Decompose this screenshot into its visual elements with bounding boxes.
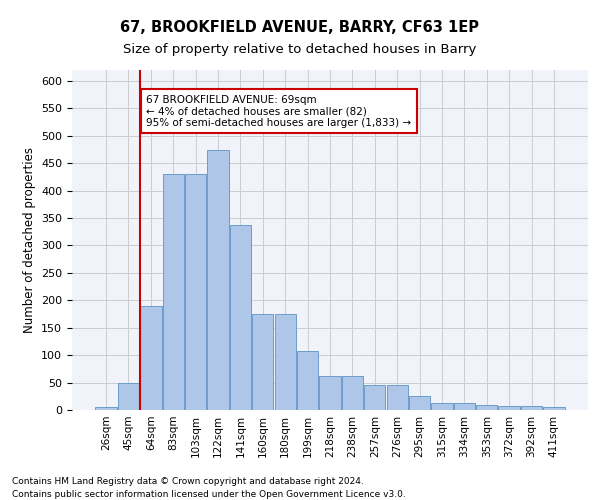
Bar <box>386 386 408 410</box>
Text: Contains HM Land Registry data © Crown copyright and database right 2024.: Contains HM Land Registry data © Crown c… <box>12 478 364 486</box>
Bar <box>230 224 251 410</box>
Bar <box>543 408 565 410</box>
Text: 67 BROOKFIELD AVENUE: 69sqm
← 4% of detached houses are smaller (82)
95% of semi: 67 BROOKFIELD AVENUE: 69sqm ← 4% of deta… <box>146 94 412 128</box>
Text: Size of property relative to detached houses in Barry: Size of property relative to detached ho… <box>124 42 476 56</box>
Bar <box>476 405 497 410</box>
Bar <box>499 406 520 410</box>
Y-axis label: Number of detached properties: Number of detached properties <box>23 147 35 333</box>
Text: 67, BROOKFIELD AVENUE, BARRY, CF63 1EP: 67, BROOKFIELD AVENUE, BARRY, CF63 1EP <box>121 20 479 35</box>
Bar <box>319 376 341 410</box>
Bar <box>118 382 139 410</box>
Bar <box>140 306 161 410</box>
Bar <box>297 352 318 410</box>
Bar <box>521 406 542 410</box>
Bar <box>163 174 184 410</box>
Text: Contains public sector information licensed under the Open Government Licence v3: Contains public sector information licen… <box>12 490 406 499</box>
Bar <box>275 314 296 410</box>
Bar <box>252 314 274 410</box>
Bar <box>208 150 229 410</box>
Bar <box>342 376 363 410</box>
Bar <box>409 396 430 410</box>
Bar <box>95 406 117 410</box>
Bar <box>454 404 475 410</box>
Bar <box>431 404 452 410</box>
Bar <box>185 174 206 410</box>
Bar <box>364 386 385 410</box>
